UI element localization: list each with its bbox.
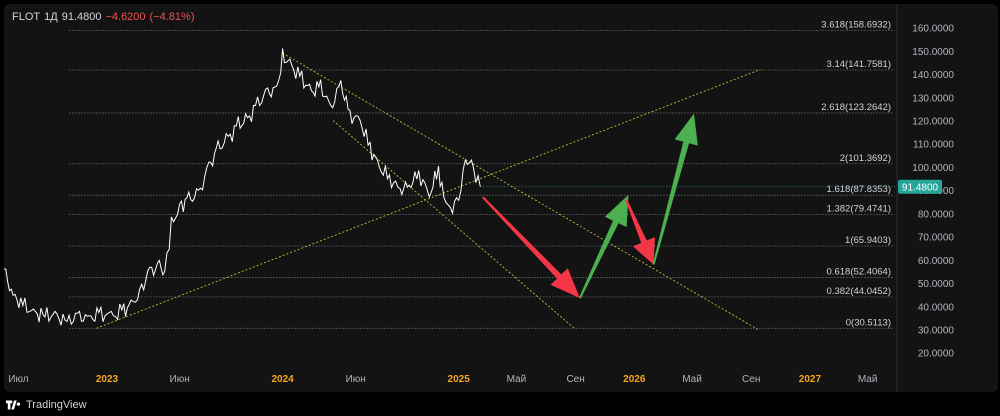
x-tick-label: Июн bbox=[346, 374, 366, 385]
y-tick-label: 20.0000 bbox=[918, 349, 955, 360]
y-tick-label: 140.0000 bbox=[912, 70, 954, 81]
interval-label[interactable]: 1Д bbox=[44, 11, 58, 23]
y-tick-label: 120.0000 bbox=[912, 116, 954, 127]
symbol-header: FLOT 1Д 91.4800 −4.6200 (−4.81%) bbox=[12, 11, 199, 23]
down-arrow bbox=[482, 196, 580, 299]
x-tick-label: Июн bbox=[170, 374, 190, 385]
trendline bbox=[96, 69, 761, 329]
y-tick-label: 40.0000 bbox=[918, 302, 955, 313]
y-tick-label: 150.0000 bbox=[912, 47, 954, 58]
x-tick-label: 2027 bbox=[799, 374, 822, 385]
fib-level-label: 2(101.3692) bbox=[840, 153, 891, 164]
x-tick-label: 2023 bbox=[96, 374, 119, 385]
fib-level-label: 2.618(123.2642) bbox=[821, 102, 891, 113]
fib-level-label: 1.618(87.8353) bbox=[827, 184, 891, 195]
trendline bbox=[332, 120, 576, 330]
y-tick-label: 130.0000 bbox=[912, 93, 954, 104]
x-tick-label: Май bbox=[858, 374, 878, 385]
last-price-tag bbox=[898, 179, 942, 194]
fib-level-label: 1.382(79.4741) bbox=[827, 204, 891, 215]
y-tick-label: 50.0000 bbox=[918, 279, 955, 290]
up-arrow bbox=[579, 194, 629, 299]
fib-level-label: 0(30.5113) bbox=[846, 317, 891, 328]
up-arrow bbox=[652, 113, 698, 265]
fib-level-label: 3.14(141.7581) bbox=[827, 59, 891, 70]
y-tick-label: 70.0000 bbox=[918, 233, 955, 244]
x-tick-label: 2024 bbox=[271, 374, 294, 385]
x-tick-label: Сен bbox=[566, 374, 584, 385]
price-chart[interactable]: 160.0000 150.0000 140.0000 130.0000 120.0000… bbox=[4, 4, 998, 392]
last-price-value: 91.4800 bbox=[61, 11, 102, 23]
fib-level-label: 0.382(44.0452) bbox=[827, 286, 891, 297]
y-tick-label: 110.0000 bbox=[913, 140, 954, 151]
down-arrow bbox=[625, 199, 655, 265]
y-tick-label: 100.0000 bbox=[912, 163, 954, 174]
y-tick-label: 30.0000 bbox=[918, 325, 955, 336]
footer: TradingView bbox=[6, 396, 87, 414]
price-series-line bbox=[4, 48, 481, 326]
change-value: −4.6200 bbox=[105, 11, 146, 23]
chart-panel[interactable]: 160.0000 150.0000 140.0000 130.0000 120.0000… bbox=[4, 4, 998, 392]
tradingview-logo-icon[interactable] bbox=[6, 400, 22, 410]
fib-level-label: 3.618(158.6932) bbox=[821, 20, 891, 31]
last-price-tag-label: 91.4800 bbox=[902, 183, 939, 194]
brand-name[interactable]: TradingView bbox=[26, 399, 87, 411]
fib-level-label: 1(65.9403) bbox=[845, 235, 891, 246]
x-tick-label: 2025 bbox=[448, 374, 471, 385]
trendline bbox=[282, 52, 759, 330]
x-tick-label: Июл bbox=[8, 374, 28, 385]
x-tick-label: Май bbox=[682, 374, 702, 385]
change-percent: (−4.81%) bbox=[149, 11, 195, 23]
x-tick-label: Май bbox=[507, 374, 527, 385]
y-tick-label: 60.0000 bbox=[918, 256, 955, 267]
x-tick-label: 2026 bbox=[623, 374, 646, 385]
y-tick-label: 160.0000 bbox=[912, 24, 954, 35]
fib-level-label: 0.618(52.4064) bbox=[827, 266, 891, 277]
symbol-name[interactable]: FLOT bbox=[12, 11, 41, 23]
x-tick-label: Сен bbox=[742, 374, 760, 385]
y-tick-label: 80.0000 bbox=[918, 209, 955, 220]
